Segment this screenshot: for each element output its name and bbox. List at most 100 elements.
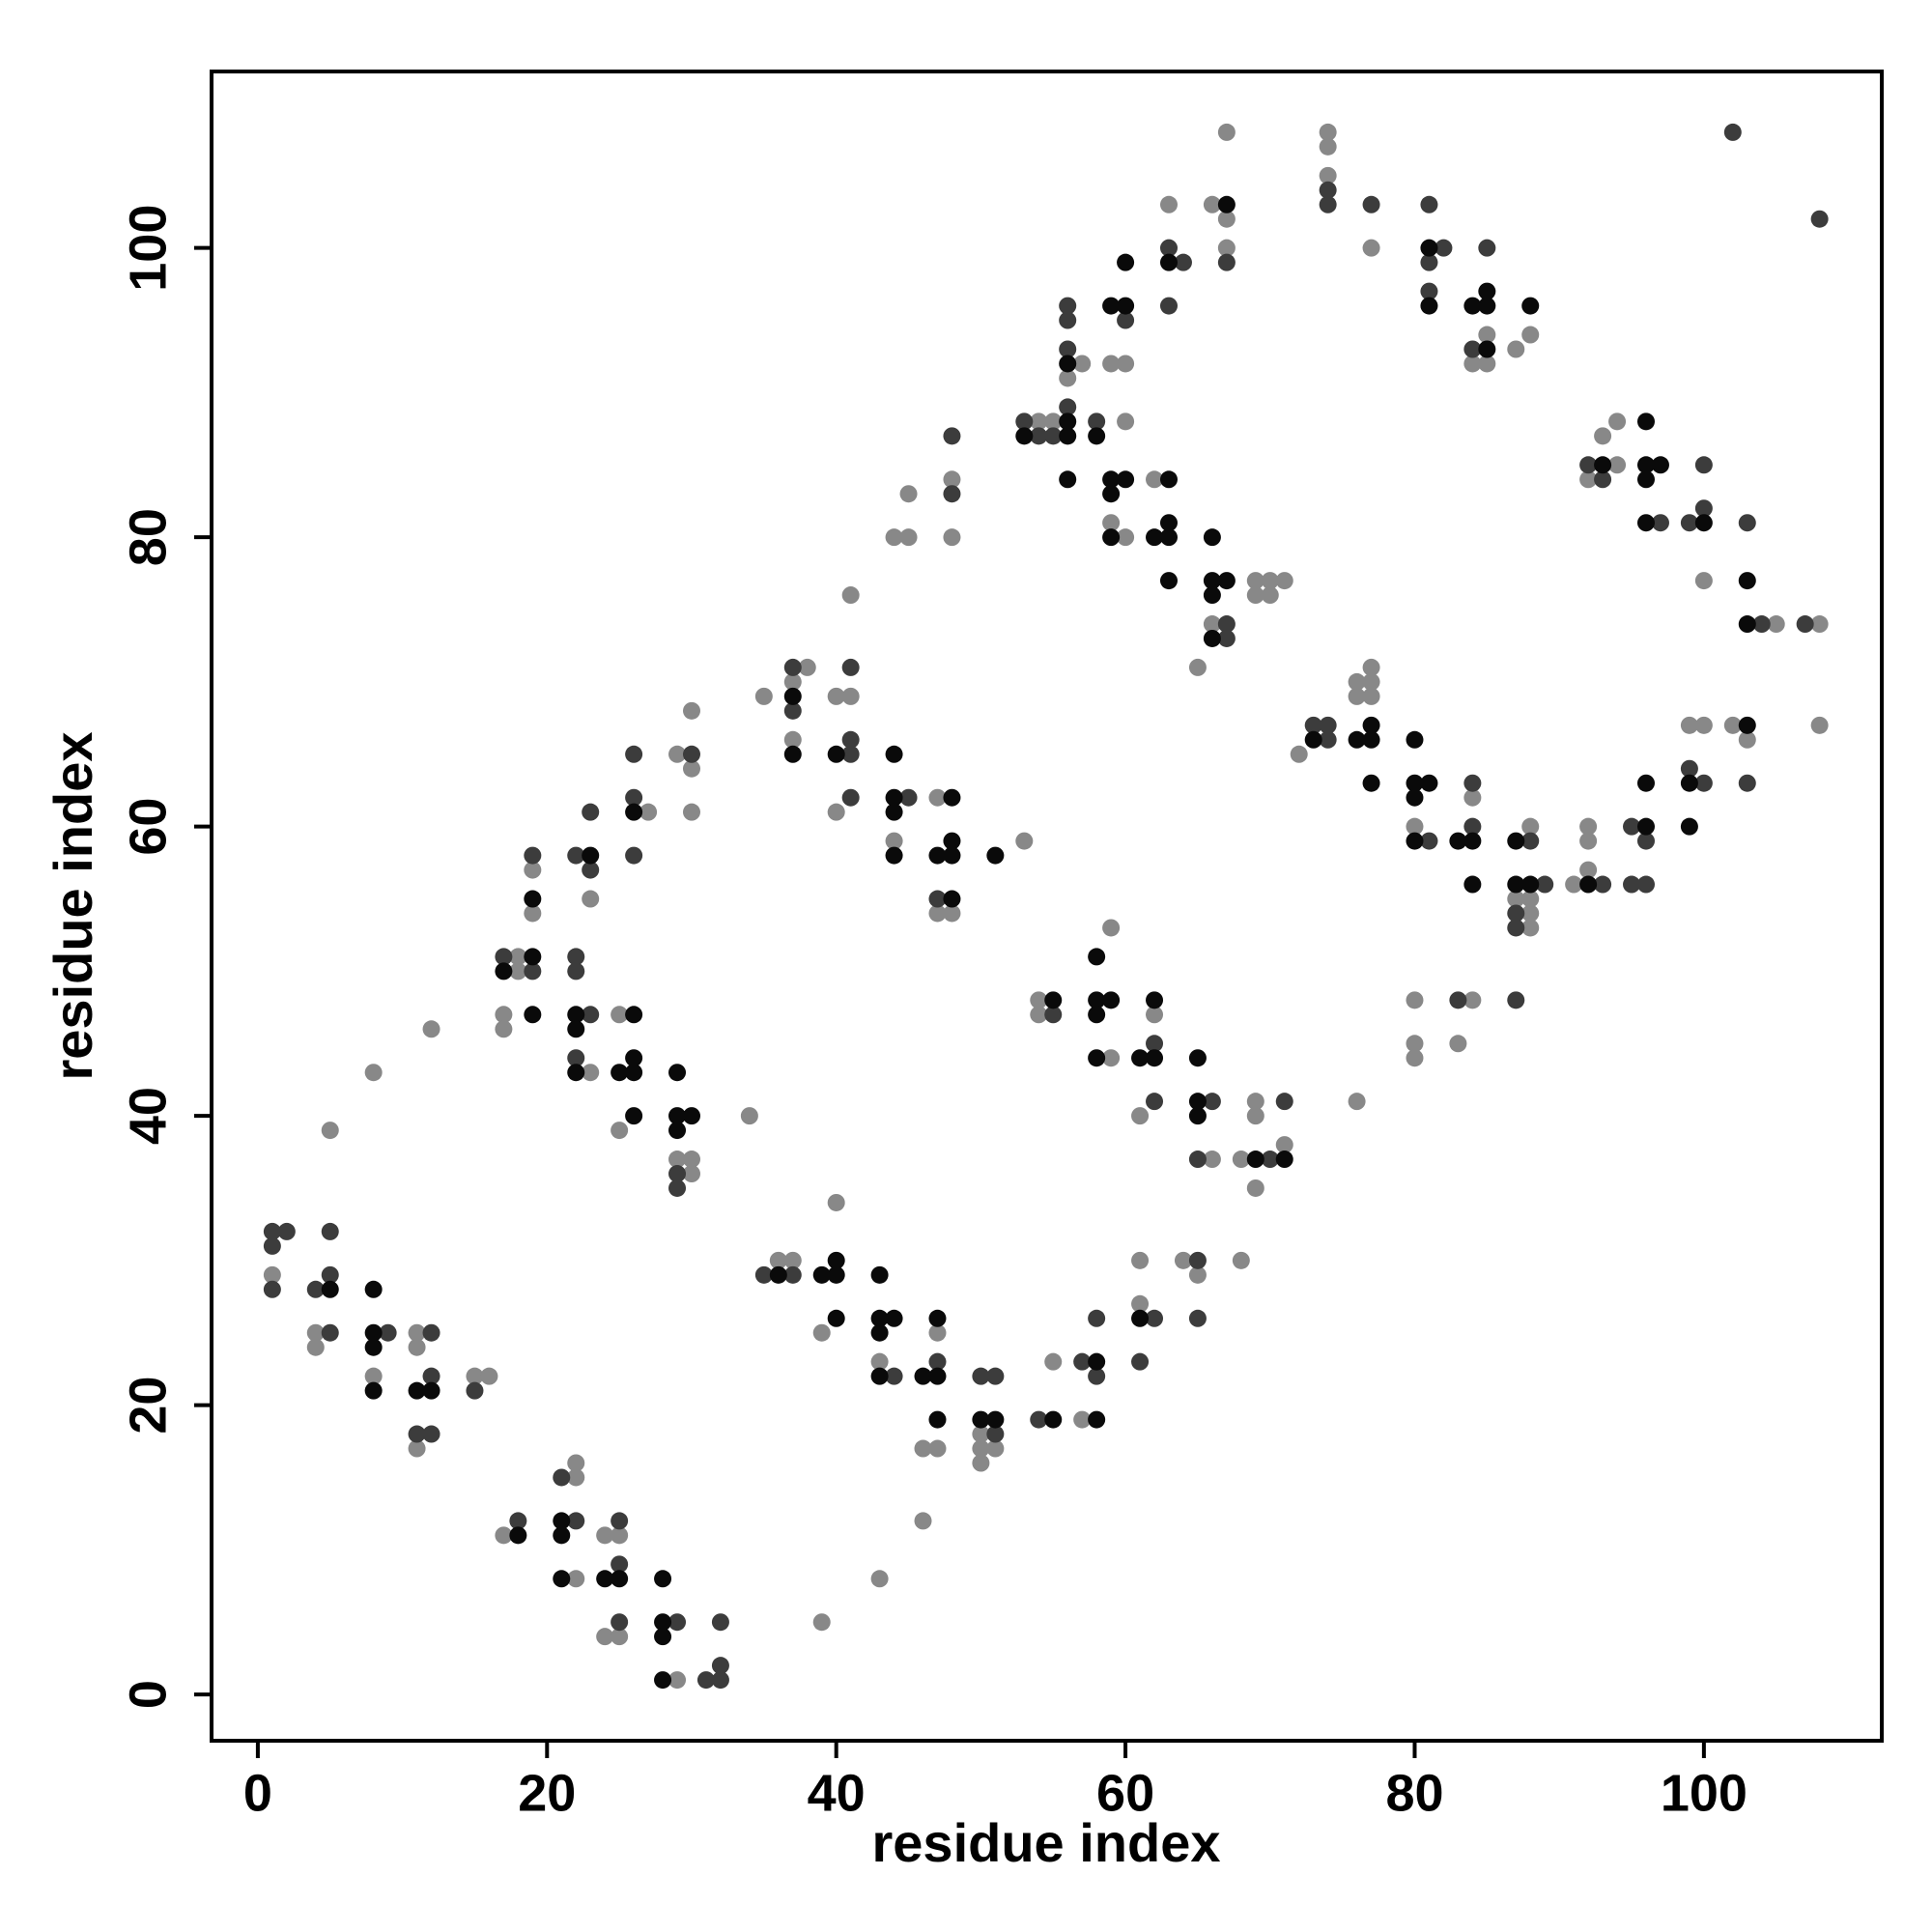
point bbox=[1507, 991, 1525, 1009]
point bbox=[1796, 615, 1814, 634]
point bbox=[914, 1512, 932, 1530]
point bbox=[1203, 572, 1221, 590]
point bbox=[870, 1570, 889, 1588]
point bbox=[668, 1064, 687, 1082]
point bbox=[1246, 586, 1264, 605]
point bbox=[422, 1020, 440, 1038]
point bbox=[1362, 716, 1380, 734]
point bbox=[466, 1381, 484, 1400]
point bbox=[1059, 412, 1077, 431]
point bbox=[1348, 687, 1366, 705]
point bbox=[582, 1006, 600, 1024]
point bbox=[899, 485, 918, 503]
point bbox=[1117, 253, 1135, 271]
point bbox=[1348, 730, 1366, 749]
point bbox=[899, 788, 918, 807]
y-tick-label: 40 bbox=[119, 1087, 177, 1145]
point bbox=[1319, 716, 1337, 734]
point bbox=[841, 586, 860, 605]
point bbox=[1406, 1035, 1424, 1053]
x-axis-title: residue index bbox=[871, 1812, 1220, 1873]
point bbox=[682, 803, 700, 821]
point bbox=[783, 1265, 802, 1284]
point bbox=[524, 904, 542, 923]
point bbox=[1810, 615, 1829, 634]
point bbox=[495, 948, 513, 966]
point bbox=[1059, 470, 1077, 489]
point bbox=[611, 1122, 629, 1140]
point bbox=[611, 1512, 629, 1530]
point bbox=[1636, 832, 1655, 850]
point bbox=[1651, 514, 1669, 532]
point bbox=[841, 687, 860, 705]
point bbox=[596, 1570, 614, 1588]
point bbox=[567, 1512, 585, 1530]
point bbox=[1261, 572, 1279, 590]
point bbox=[841, 658, 860, 676]
point bbox=[1521, 817, 1540, 836]
point bbox=[1463, 832, 1482, 850]
point bbox=[1594, 427, 1612, 445]
point bbox=[1463, 340, 1482, 358]
point bbox=[1738, 514, 1756, 532]
point bbox=[1579, 875, 1598, 894]
point bbox=[885, 832, 903, 850]
point bbox=[1159, 528, 1178, 547]
point bbox=[1348, 672, 1366, 691]
point bbox=[1073, 1410, 1092, 1429]
point bbox=[783, 745, 802, 763]
point bbox=[1694, 499, 1713, 518]
point bbox=[928, 1309, 947, 1327]
point bbox=[567, 1020, 585, 1038]
point bbox=[567, 1049, 585, 1067]
point bbox=[1319, 730, 1337, 749]
point bbox=[1449, 832, 1467, 850]
point bbox=[611, 1006, 629, 1024]
point bbox=[1521, 326, 1540, 344]
point bbox=[1507, 875, 1525, 894]
point bbox=[611, 1628, 629, 1646]
point bbox=[1738, 615, 1756, 634]
point bbox=[553, 1468, 571, 1487]
point bbox=[972, 1367, 990, 1385]
point bbox=[1044, 1410, 1063, 1429]
point bbox=[1088, 1049, 1106, 1067]
point bbox=[1217, 253, 1236, 271]
point bbox=[596, 1628, 614, 1646]
point bbox=[827, 1251, 845, 1269]
point bbox=[1636, 875, 1655, 894]
point bbox=[1030, 1410, 1048, 1429]
x-tick-label: 40 bbox=[808, 1764, 866, 1822]
point bbox=[1059, 340, 1077, 358]
point bbox=[1088, 1367, 1106, 1385]
point bbox=[1362, 239, 1380, 257]
point bbox=[1188, 658, 1207, 676]
point bbox=[379, 1323, 397, 1342]
point bbox=[783, 730, 802, 749]
point bbox=[1636, 412, 1655, 431]
point bbox=[1507, 832, 1525, 850]
point bbox=[306, 1280, 325, 1298]
point bbox=[1810, 210, 1829, 228]
point bbox=[1117, 297, 1135, 315]
point bbox=[1478, 239, 1496, 257]
point bbox=[1174, 1251, 1192, 1269]
point bbox=[1146, 1049, 1164, 1067]
point bbox=[972, 1454, 990, 1472]
x-tick-label: 0 bbox=[243, 1764, 272, 1822]
point bbox=[567, 1064, 585, 1082]
point bbox=[1188, 1151, 1207, 1169]
point bbox=[611, 1613, 629, 1632]
point bbox=[754, 687, 773, 705]
point bbox=[943, 846, 961, 865]
point bbox=[1579, 456, 1598, 474]
point bbox=[1275, 1093, 1293, 1111]
point bbox=[321, 1222, 339, 1240]
point bbox=[827, 803, 845, 821]
point bbox=[1694, 456, 1713, 474]
y-tick-label: 100 bbox=[119, 205, 177, 292]
point bbox=[582, 1064, 600, 1082]
point bbox=[1146, 470, 1164, 489]
point bbox=[1507, 340, 1525, 358]
point bbox=[1088, 991, 1106, 1009]
